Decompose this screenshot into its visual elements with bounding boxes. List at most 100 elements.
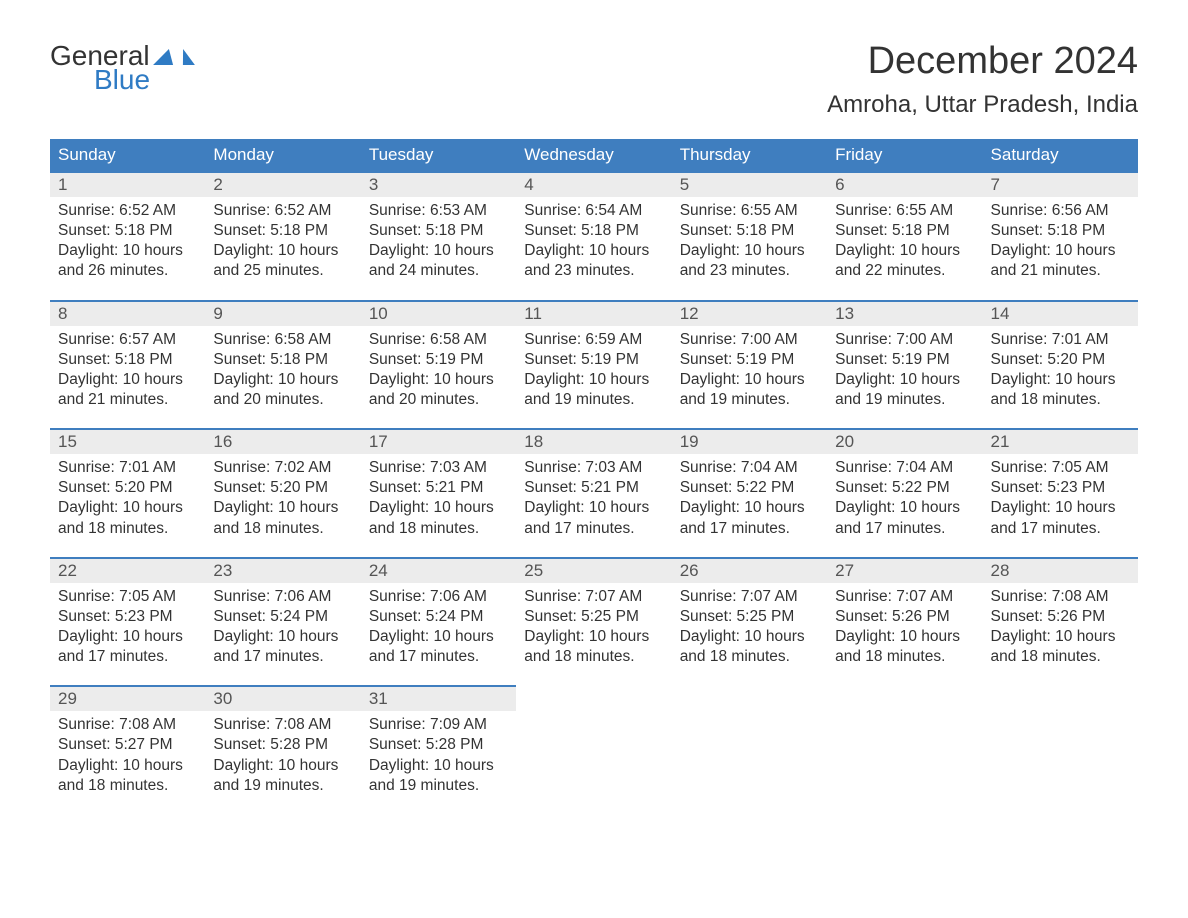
logo: General Blue <box>50 40 192 96</box>
daylight-line: Daylight: 10 hours and 17 minutes. <box>369 627 508 667</box>
day-content: Sunrise: 7:08 AMSunset: 5:26 PMDaylight:… <box>983 583 1138 686</box>
sunrise-line: Sunrise: 6:57 AM <box>58 330 197 350</box>
day-content: Sunrise: 6:52 AMSunset: 5:18 PMDaylight:… <box>205 197 360 300</box>
day-number: 29 <box>50 687 205 711</box>
sunset-line: Sunset: 5:18 PM <box>213 350 352 370</box>
week-row: 1Sunrise: 6:52 AMSunset: 5:18 PMDaylight… <box>50 172 1138 301</box>
month-title: December 2024 <box>827 40 1138 83</box>
daylight-line: Daylight: 10 hours and 19 minutes. <box>835 370 974 410</box>
sunrise-line: Sunrise: 7:06 AM <box>369 587 508 607</box>
day-number: 31 <box>361 687 516 711</box>
daylight-line: Daylight: 10 hours and 19 minutes. <box>524 370 663 410</box>
day-number: 26 <box>672 559 827 583</box>
day-cell: 23Sunrise: 7:06 AMSunset: 5:24 PMDayligh… <box>205 558 360 687</box>
sunset-line: Sunset: 5:28 PM <box>213 735 352 755</box>
sunset-line: Sunset: 5:28 PM <box>369 735 508 755</box>
daylight-line: Daylight: 10 hours and 18 minutes. <box>58 498 197 538</box>
day-number: 10 <box>361 302 516 326</box>
day-content: Sunrise: 6:55 AMSunset: 5:18 PMDaylight:… <box>827 197 982 300</box>
day-cell: 29Sunrise: 7:08 AMSunset: 5:27 PMDayligh… <box>50 686 205 814</box>
day-header: Thursday <box>672 139 827 172</box>
day-cell: 13Sunrise: 7:00 AMSunset: 5:19 PMDayligh… <box>827 301 982 430</box>
sunset-line: Sunset: 5:21 PM <box>369 478 508 498</box>
day-content: Sunrise: 7:05 AMSunset: 5:23 PMDaylight:… <box>50 583 205 686</box>
day-cell: 24Sunrise: 7:06 AMSunset: 5:24 PMDayligh… <box>361 558 516 687</box>
day-cell: 16Sunrise: 7:02 AMSunset: 5:20 PMDayligh… <box>205 429 360 558</box>
day-number: 7 <box>983 173 1138 197</box>
day-cell: 28Sunrise: 7:08 AMSunset: 5:26 PMDayligh… <box>983 558 1138 687</box>
sunset-line: Sunset: 5:20 PM <box>991 350 1130 370</box>
day-content: Sunrise: 6:57 AMSunset: 5:18 PMDaylight:… <box>50 326 205 429</box>
logo-flag-icon <box>153 49 179 65</box>
week-row: 15Sunrise: 7:01 AMSunset: 5:20 PMDayligh… <box>50 429 1138 558</box>
calendar-table: SundayMondayTuesdayWednesdayThursdayFrid… <box>50 139 1138 814</box>
sunset-line: Sunset: 5:25 PM <box>524 607 663 627</box>
sunrise-line: Sunrise: 6:53 AM <box>369 201 508 221</box>
sunrise-line: Sunrise: 7:07 AM <box>835 587 974 607</box>
day-content: Sunrise: 7:08 AMSunset: 5:28 PMDaylight:… <box>205 711 360 814</box>
day-content: Sunrise: 7:07 AMSunset: 5:25 PMDaylight:… <box>672 583 827 686</box>
header: General Blue December 2024 Amroha, Uttar… <box>50 40 1138 119</box>
day-header: Friday <box>827 139 982 172</box>
day-cell: 12Sunrise: 7:00 AMSunset: 5:19 PMDayligh… <box>672 301 827 430</box>
daylight-line: Daylight: 10 hours and 18 minutes. <box>835 627 974 667</box>
day-cell: 30Sunrise: 7:08 AMSunset: 5:28 PMDayligh… <box>205 686 360 814</box>
sunrise-line: Sunrise: 7:09 AM <box>369 715 508 735</box>
daylight-line: Daylight: 10 hours and 19 minutes. <box>680 370 819 410</box>
day-cell: 19Sunrise: 7:04 AMSunset: 5:22 PMDayligh… <box>672 429 827 558</box>
daylight-line: Daylight: 10 hours and 24 minutes. <box>369 241 508 281</box>
day-content: Sunrise: 6:52 AMSunset: 5:18 PMDaylight:… <box>50 197 205 300</box>
day-cell <box>516 686 671 814</box>
day-content: Sunrise: 6:58 AMSunset: 5:19 PMDaylight:… <box>361 326 516 429</box>
day-number: 12 <box>672 302 827 326</box>
day-cell: 21Sunrise: 7:05 AMSunset: 5:23 PMDayligh… <box>983 429 1138 558</box>
day-cell: 6Sunrise: 6:55 AMSunset: 5:18 PMDaylight… <box>827 172 982 301</box>
daylight-line: Daylight: 10 hours and 19 minutes. <box>213 756 352 796</box>
sunset-line: Sunset: 5:18 PM <box>680 221 819 241</box>
daylight-line: Daylight: 10 hours and 23 minutes. <box>524 241 663 281</box>
location: Amroha, Uttar Pradesh, India <box>827 91 1138 119</box>
sunset-line: Sunset: 5:18 PM <box>835 221 974 241</box>
daylight-line: Daylight: 10 hours and 21 minutes. <box>991 241 1130 281</box>
day-cell: 31Sunrise: 7:09 AMSunset: 5:28 PMDayligh… <box>361 686 516 814</box>
day-number: 3 <box>361 173 516 197</box>
sunrise-line: Sunrise: 6:59 AM <box>524 330 663 350</box>
day-number: 8 <box>50 302 205 326</box>
day-number: 28 <box>983 559 1138 583</box>
day-number: 23 <box>205 559 360 583</box>
day-content: Sunrise: 7:00 AMSunset: 5:19 PMDaylight:… <box>672 326 827 429</box>
week-row: 29Sunrise: 7:08 AMSunset: 5:27 PMDayligh… <box>50 686 1138 814</box>
day-content: Sunrise: 7:09 AMSunset: 5:28 PMDaylight:… <box>361 711 516 814</box>
sunrise-line: Sunrise: 7:06 AM <box>213 587 352 607</box>
day-number: 19 <box>672 430 827 454</box>
daylight-line: Daylight: 10 hours and 18 minutes. <box>524 627 663 667</box>
day-cell: 25Sunrise: 7:07 AMSunset: 5:25 PMDayligh… <box>516 558 671 687</box>
day-number: 24 <box>361 559 516 583</box>
day-cell: 27Sunrise: 7:07 AMSunset: 5:26 PMDayligh… <box>827 558 982 687</box>
daylight-line: Daylight: 10 hours and 17 minutes. <box>680 498 819 538</box>
daylight-line: Daylight: 10 hours and 17 minutes. <box>213 627 352 667</box>
day-number: 25 <box>516 559 671 583</box>
day-number: 17 <box>361 430 516 454</box>
day-content: Sunrise: 6:53 AMSunset: 5:18 PMDaylight:… <box>361 197 516 300</box>
day-number: 15 <box>50 430 205 454</box>
daylight-line: Daylight: 10 hours and 18 minutes. <box>680 627 819 667</box>
sunset-line: Sunset: 5:19 PM <box>835 350 974 370</box>
day-content: Sunrise: 7:07 AMSunset: 5:25 PMDaylight:… <box>516 583 671 686</box>
day-number: 5 <box>672 173 827 197</box>
day-cell: 18Sunrise: 7:03 AMSunset: 5:21 PMDayligh… <box>516 429 671 558</box>
sunset-line: Sunset: 5:26 PM <box>991 607 1130 627</box>
sunrise-line: Sunrise: 7:05 AM <box>991 458 1130 478</box>
day-content: Sunrise: 6:54 AMSunset: 5:18 PMDaylight:… <box>516 197 671 300</box>
daylight-line: Daylight: 10 hours and 20 minutes. <box>369 370 508 410</box>
day-number: 6 <box>827 173 982 197</box>
sunset-line: Sunset: 5:18 PM <box>991 221 1130 241</box>
day-content: Sunrise: 7:02 AMSunset: 5:20 PMDaylight:… <box>205 454 360 557</box>
day-cell: 2Sunrise: 6:52 AMSunset: 5:18 PMDaylight… <box>205 172 360 301</box>
sunrise-line: Sunrise: 6:55 AM <box>835 201 974 221</box>
day-number: 18 <box>516 430 671 454</box>
day-number: 4 <box>516 173 671 197</box>
sunset-line: Sunset: 5:22 PM <box>835 478 974 498</box>
day-number: 16 <box>205 430 360 454</box>
day-number: 2 <box>205 173 360 197</box>
